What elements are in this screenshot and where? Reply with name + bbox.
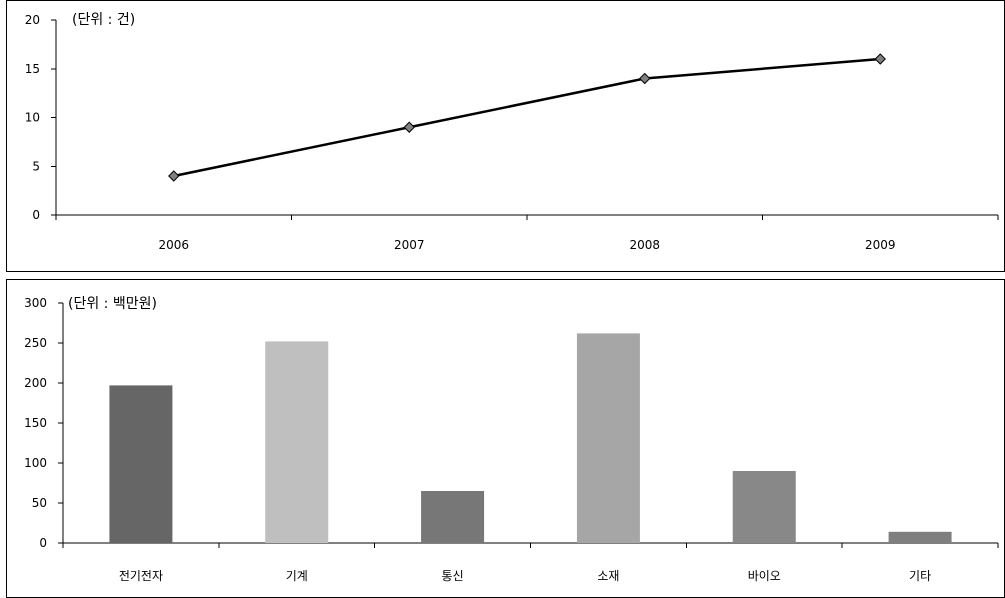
line-data-point <box>168 170 180 182</box>
line-markers <box>168 53 886 182</box>
bar <box>421 491 485 543</box>
bar <box>576 333 640 543</box>
bar-x-tick-label: 소재 <box>597 569 619 583</box>
bar-y-tick-label: 0 <box>39 536 47 550</box>
line-y-tick-label: 20 <box>25 13 40 27</box>
line-y-tick-label: 15 <box>25 62 40 76</box>
bar-x-tick-label: 기계 <box>286 569 308 583</box>
line-y-tick-label: 5 <box>32 159 40 173</box>
bar <box>265 341 329 543</box>
bar-y-tick-label: 150 <box>24 416 47 430</box>
bar-y-tick-label: 200 <box>24 376 47 390</box>
bar <box>888 531 952 543</box>
line-chart-frame <box>6 0 1005 272</box>
line-y-tick-label: 0 <box>32 208 40 222</box>
bar <box>732 471 796 543</box>
line-chart-panel: (단위 : 건) 0 5 10 15 20 2006 2007 2008 2009 <box>6 0 1005 272</box>
line-x-tick-label: 2006 <box>158 238 189 252</box>
bar-x-tick-label: 전기전자 <box>119 569 163 583</box>
bar-x-tick-label: 바이오 <box>748 569 781 583</box>
bar-y-tick-label: 300 <box>24 296 47 310</box>
bar-chart-bars <box>109 333 952 543</box>
bar-x-tick-label: 기타 <box>909 569 931 583</box>
bar-y-tick-label: 250 <box>24 336 47 350</box>
line-y-tick-label: 10 <box>25 111 40 125</box>
line-x-tick-label: 2007 <box>394 238 425 252</box>
bar-chart-panel: (단위 : 백만원) 0 50 100 150 200 250 300 전기전자 기계 통신 소재… <box>6 279 1005 598</box>
bar-chart-x-ticks: 전기전자 기계 통신 소재 바이오 기타 <box>62 543 999 583</box>
bar-chart-unit-label: (단위 : 백만원) <box>68 296 157 312</box>
line-data-point <box>639 72 651 85</box>
bar <box>109 385 173 543</box>
line-chart-unit-label: (단위 : 건) <box>72 12 135 28</box>
line-data-point <box>403 121 415 133</box>
line-x-tick-label: 2008 <box>629 238 660 252</box>
line-chart-y-ticks: 0 5 10 15 20 <box>25 13 56 222</box>
bar-y-tick-label: 50 <box>32 496 47 510</box>
line-series <box>173 57 881 178</box>
line-chart-x-ticks: 2006 2007 2008 2009 <box>55 215 999 252</box>
line-data-point <box>874 53 886 65</box>
line-x-tick-label: 2009 <box>865 238 896 252</box>
bar-chart-y-ticks: 0 50 100 150 200 250 300 <box>24 296 63 550</box>
bar-x-tick-label: 통신 <box>442 569 464 583</box>
bar-y-tick-label: 100 <box>24 456 47 470</box>
